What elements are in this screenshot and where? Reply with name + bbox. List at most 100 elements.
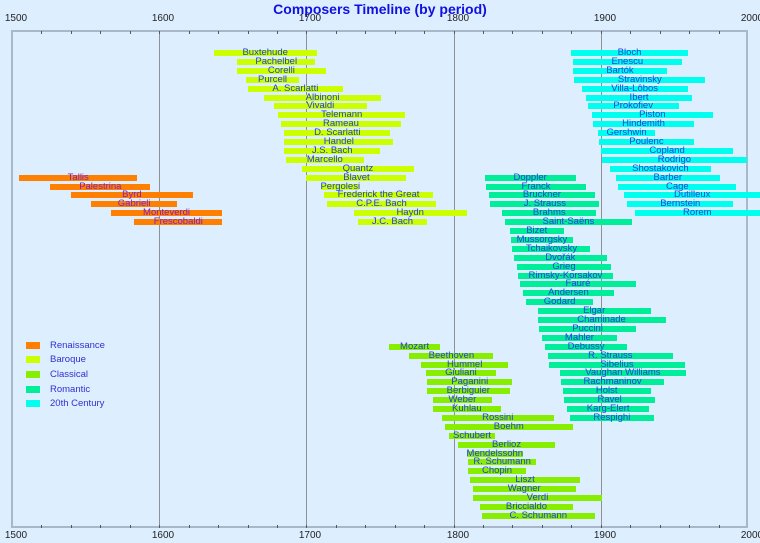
legend-label: Classical bbox=[50, 368, 89, 380]
composer-bar bbox=[281, 121, 401, 128]
x-tick-label-bot: 1800 bbox=[446, 530, 470, 541]
composer-bar bbox=[566, 406, 650, 412]
composer-label: Telemann bbox=[321, 109, 363, 121]
composer-bar bbox=[466, 450, 523, 457]
plot-area bbox=[11, 30, 748, 528]
composer-label: Vaughan Williams bbox=[585, 367, 661, 379]
composer-label: D. Scarlatti bbox=[314, 127, 361, 139]
legend-swatch bbox=[26, 356, 40, 364]
composer-label: Frescobaldi bbox=[153, 216, 203, 228]
composer-bar bbox=[618, 183, 737, 190]
composer-bar bbox=[449, 432, 495, 439]
composer-bar bbox=[537, 317, 666, 323]
composer-bar bbox=[425, 370, 497, 377]
minor-tick bbox=[660, 525, 661, 528]
minor-tick bbox=[483, 31, 484, 34]
composer-bar bbox=[549, 361, 685, 368]
composer-label: R. Schumann bbox=[473, 456, 531, 468]
composer-label: Rorem bbox=[683, 207, 712, 219]
composer-label: Vivaldi bbox=[306, 100, 335, 112]
minor-tick bbox=[100, 31, 101, 34]
minor-tick bbox=[277, 525, 278, 528]
composer-label: Barber bbox=[653, 171, 683, 183]
minor-tick bbox=[630, 31, 631, 34]
legend-swatch bbox=[26, 341, 40, 349]
composer-bar bbox=[591, 112, 713, 119]
composer-label: Grieg bbox=[552, 260, 576, 272]
composer-label: Frederick the Great bbox=[337, 189, 420, 201]
minor-tick bbox=[395, 525, 396, 528]
composer-bar bbox=[572, 67, 668, 74]
composer-bar bbox=[458, 441, 556, 448]
composer-label: C. Schumann bbox=[509, 509, 568, 521]
minor-tick bbox=[601, 31, 602, 34]
composer-bar bbox=[441, 414, 554, 421]
composer-label: Wagner bbox=[507, 483, 541, 495]
composer-bar bbox=[409, 352, 494, 359]
composer-label: Ibert bbox=[629, 91, 649, 103]
composer-label: Brahms bbox=[532, 207, 566, 219]
gridline bbox=[306, 31, 307, 528]
minor-tick bbox=[248, 525, 249, 528]
minor-tick bbox=[630, 525, 631, 528]
x-tick-label-bot: 1500 bbox=[4, 530, 28, 541]
legend-item: 20th Century bbox=[26, 396, 105, 411]
minor-tick bbox=[306, 525, 307, 528]
composer-label: Rossini bbox=[482, 411, 514, 423]
minor-tick bbox=[719, 525, 720, 528]
composer-label: Doppler bbox=[513, 171, 547, 183]
minor-tick bbox=[71, 31, 72, 34]
composer-label: Shostakovich bbox=[632, 162, 689, 174]
composer-bar bbox=[609, 165, 712, 172]
legend-swatch bbox=[26, 370, 40, 378]
composer-bar bbox=[247, 85, 344, 92]
composer-label: Debussy bbox=[567, 340, 605, 352]
minor-tick bbox=[277, 31, 278, 34]
composer-bar bbox=[484, 174, 576, 181]
composer-bar bbox=[427, 388, 510, 395]
minor-tick bbox=[365, 525, 366, 528]
x-tick-label-bot: 1700 bbox=[298, 530, 322, 541]
composer-label: Liszt bbox=[515, 474, 535, 486]
composer-label: Karg-Elert bbox=[586, 403, 630, 414]
composer-label: Dutilleux bbox=[673, 189, 711, 201]
composer-bar bbox=[572, 58, 682, 65]
minor-tick bbox=[424, 31, 425, 34]
composer-label: Berlioz bbox=[492, 438, 522, 450]
composer-label: Prokofiev bbox=[613, 100, 653, 112]
composer-label: Saint-Saëns bbox=[542, 216, 595, 228]
composer-bar bbox=[544, 343, 628, 350]
composer-bar bbox=[559, 370, 687, 377]
minor-tick bbox=[512, 525, 513, 528]
minor-tick bbox=[130, 525, 131, 528]
composer-label: Berbiguier bbox=[446, 385, 490, 397]
composer-bar bbox=[388, 343, 441, 350]
minor-tick bbox=[218, 31, 219, 34]
composer-label: Kuhlau bbox=[452, 403, 482, 414]
composer-label: Chopin bbox=[481, 465, 513, 477]
composer-bar bbox=[357, 219, 428, 226]
composer-bar bbox=[561, 379, 665, 386]
composer-bar bbox=[237, 67, 326, 74]
composer-bar bbox=[237, 58, 316, 65]
composer-bar bbox=[353, 210, 467, 217]
composer-bar bbox=[19, 174, 138, 181]
composer-bar bbox=[509, 228, 564, 234]
composer-label: Bartók bbox=[606, 64, 634, 76]
composer-label: J.C. Bach bbox=[371, 216, 414, 228]
composer-bar bbox=[490, 201, 600, 208]
minor-tick bbox=[512, 31, 513, 34]
minor-tick bbox=[365, 31, 366, 34]
legend-item: Renaissance bbox=[26, 338, 105, 353]
composer-bar bbox=[488, 192, 595, 199]
composer-bar bbox=[627, 201, 734, 208]
composer-label: Quantz bbox=[342, 162, 374, 174]
composer-label: Mendelssohn bbox=[466, 447, 524, 459]
composer-label: Puccini bbox=[572, 322, 603, 334]
minor-tick bbox=[41, 525, 42, 528]
composer-label: Elgar bbox=[583, 305, 606, 317]
composer-label: Monteverdi bbox=[143, 207, 191, 219]
composer-bar bbox=[547, 352, 673, 359]
composer-label: Weber bbox=[448, 394, 477, 406]
minor-tick bbox=[483, 525, 484, 528]
